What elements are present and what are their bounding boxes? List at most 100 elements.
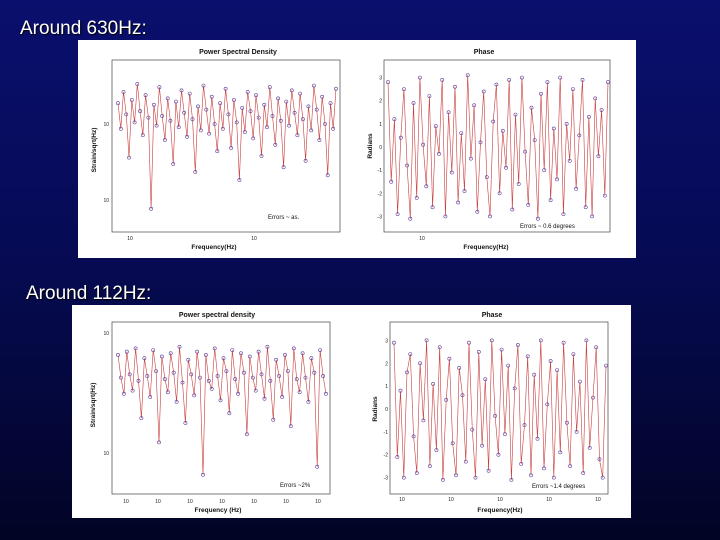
phase630-point <box>405 163 410 168</box>
psd630-point <box>127 155 131 160</box>
phase112-point <box>431 382 436 386</box>
phase112-point <box>450 441 455 446</box>
psd112-point <box>321 374 326 378</box>
phase630-point <box>507 78 512 82</box>
phase630-point <box>411 101 416 105</box>
phase112-point <box>483 377 488 382</box>
psd112-point <box>130 388 135 393</box>
psd112-point <box>195 349 200 354</box>
phase112-xtick: 10 <box>448 497 454 503</box>
phase112-point <box>467 340 471 345</box>
phase630-point <box>548 198 553 203</box>
phase630-point <box>462 189 467 193</box>
psd112-point <box>244 432 249 437</box>
psd-112hz-marks <box>116 344 328 477</box>
phase630-point <box>602 193 607 198</box>
psd-112hz-ytick: 10 <box>103 331 109 337</box>
psd112-point <box>171 370 176 375</box>
psd-630hz-xtick: 10 <box>127 236 133 242</box>
phase630-point <box>545 80 550 85</box>
psd630-point <box>248 109 253 114</box>
phase630-point <box>523 149 528 154</box>
phase630-point <box>472 103 477 108</box>
psd112-point <box>189 372 194 377</box>
phase112-point <box>529 473 533 478</box>
phase630-ytick: -3 <box>378 214 383 220</box>
psd112-point <box>201 472 205 477</box>
psd112-point <box>265 344 270 349</box>
psd630-series-line <box>117 83 337 209</box>
phase630-point <box>446 110 451 115</box>
psd112-point <box>274 357 279 362</box>
psd630-point <box>168 118 173 123</box>
phase112-ytick: -2 <box>384 453 389 459</box>
psd112-point <box>177 344 182 349</box>
phase630-point <box>443 214 448 219</box>
phase630-point <box>580 78 585 82</box>
phase-630hz-frame <box>383 59 611 233</box>
psd-630hz-xlabel: Frequency(Hz) <box>191 244 236 251</box>
phase112-point <box>463 459 468 464</box>
phase630-point <box>504 165 508 170</box>
psd112-point <box>142 356 147 361</box>
psd112-point <box>160 354 164 359</box>
psd112-point <box>227 411 232 416</box>
phase630-point <box>484 175 489 180</box>
phase630-point <box>459 131 464 136</box>
psd630-point <box>287 123 292 128</box>
phase630-point <box>437 152 441 156</box>
heading-630hz: Around 630Hz: <box>20 18 147 39</box>
psd630-point <box>289 88 294 93</box>
psd112-point <box>127 372 132 377</box>
phase112-point <box>405 370 409 375</box>
phase112-point <box>545 402 550 407</box>
phase112-point <box>568 464 573 469</box>
psd-630hz-ylabel: Strain/sqrt(Hz) <box>91 128 98 173</box>
phase630-ytick: -2 <box>378 191 383 197</box>
psd112-xtick: 10 <box>219 499 225 505</box>
psd630-point <box>121 90 126 94</box>
psd630-point <box>237 178 242 182</box>
psd112-point <box>283 353 287 357</box>
phase112-point <box>392 340 396 345</box>
psd630-point <box>276 96 281 101</box>
phase630-point <box>510 207 515 212</box>
phase112-point <box>564 420 569 425</box>
psd112-point <box>309 356 314 361</box>
phase-630hz-annotation: Errors ~ 0.6 degrees <box>520 224 575 230</box>
phase630-point <box>414 195 419 200</box>
phase-112hz-frame <box>389 321 609 495</box>
phase630-point <box>535 216 540 221</box>
phase112-point <box>427 464 432 469</box>
phase112-point <box>470 427 475 432</box>
psd630-point <box>256 115 261 120</box>
phase112-point <box>574 430 579 434</box>
psd630-point <box>267 85 272 90</box>
phase112-ytick: -1 <box>384 430 389 436</box>
psd-112hz-ytick: 10 <box>103 451 109 457</box>
psd630-point <box>223 86 228 91</box>
phase112-point <box>496 452 501 457</box>
phase112-point <box>499 347 504 352</box>
psd112-point <box>318 348 323 353</box>
psd112-point <box>148 395 153 399</box>
phase112-point <box>411 434 416 439</box>
phase630-point <box>529 105 534 110</box>
psd112-xtick: 10 <box>123 499 129 505</box>
psd112-point <box>306 400 311 404</box>
phase112-point <box>486 468 491 473</box>
phase112-point <box>440 477 445 482</box>
phase112-point <box>473 475 478 480</box>
phase630-point <box>593 96 598 101</box>
psd630-point <box>118 126 123 131</box>
psd630-point <box>226 112 231 117</box>
psd630-point <box>154 123 159 128</box>
phase112-point <box>512 386 517 391</box>
phase-112hz-annotation: Errors ~1.4 degrees <box>532 484 585 490</box>
phase112-point <box>542 466 546 471</box>
psd630-point <box>138 109 143 114</box>
psd-112hz-xlabel: Frequency (Hz) <box>195 507 242 514</box>
phase112-point <box>538 338 543 343</box>
psd630-point <box>265 125 269 130</box>
phase112-point <box>548 359 553 363</box>
